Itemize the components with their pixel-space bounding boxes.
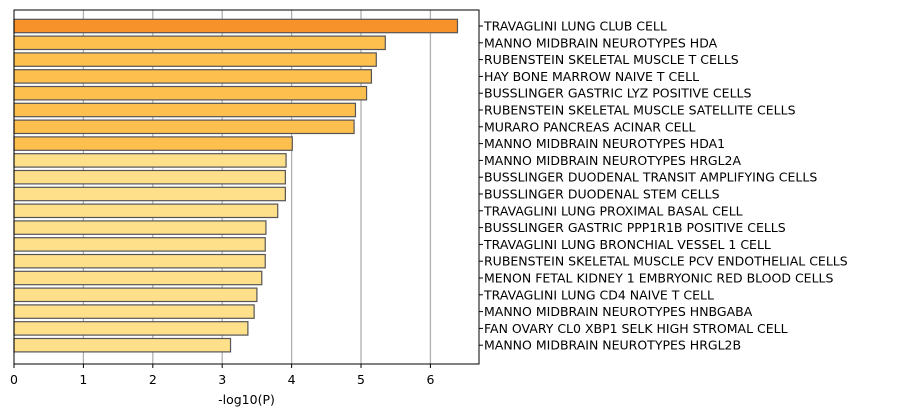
bar xyxy=(13,85,368,101)
category-label: MANNO MIDBRAIN NEUROTYPES HNBGABA xyxy=(484,304,753,319)
category-label: MURARO PANCREAS ACINAR CELL xyxy=(484,119,695,134)
x-axis-label: -log10(P) xyxy=(218,392,275,407)
category-label: TRAVAGLINI LUNG CLUB CELL xyxy=(483,19,667,34)
bar xyxy=(13,35,386,51)
bar xyxy=(13,203,279,219)
bar xyxy=(13,304,255,319)
category-label: BUSSLINGER GASTRIC PPP1R1B POSITIVE CELL… xyxy=(484,220,786,235)
bar xyxy=(13,270,263,286)
category-label: MANNO MIDBRAIN NEUROTYPES HRGL2B xyxy=(484,338,741,353)
x-axis-ticks: 0 1 2 3 4 5 6 xyxy=(10,364,434,387)
category-label: BUSSLINGER DUODENAL STEM CELLS xyxy=(484,187,720,202)
category-label: MENON FETAL KIDNEY 1 EMBRYONIC RED BLOOD… xyxy=(484,271,834,286)
bar xyxy=(13,169,286,185)
bar xyxy=(13,153,287,168)
bar xyxy=(13,18,459,34)
bar xyxy=(13,220,267,235)
bar xyxy=(13,102,357,118)
category-label: MANNO MIDBRAIN NEUROTYPES HDA xyxy=(484,35,718,50)
category-label: RUBENSTEIN SKELETAL MUSCLE PCV ENDOTHELI… xyxy=(484,254,848,269)
plot-frame xyxy=(13,9,480,365)
bar xyxy=(13,136,293,151)
category-label: BUSSLINGER DUODENAL TRANSIT AMPLIFYING C… xyxy=(484,170,817,185)
bar xyxy=(13,186,286,202)
category-label: FAN OVARY CL0 XBP1 SELK HIGH STROMAL CEL… xyxy=(484,321,788,336)
bar xyxy=(13,119,355,135)
x-tick-label: 4 xyxy=(288,372,296,387)
x-tick-label: 2 xyxy=(149,372,157,387)
category-label: HAY BONE MARROW NAIVE T CELL xyxy=(484,69,699,84)
axes-box xyxy=(13,9,480,365)
x-tick-label: 3 xyxy=(218,372,226,387)
bar xyxy=(13,237,266,252)
category-label: TRAVAGLINI LUNG CD4 NAIVE T CELL xyxy=(483,287,714,302)
bars-group xyxy=(13,18,459,353)
bar xyxy=(13,321,249,336)
category-label: MANNO MIDBRAIN NEUROTYPES HRGL2A xyxy=(484,153,741,168)
x-tick-label: 6 xyxy=(426,372,434,387)
bar xyxy=(13,253,266,269)
x-tick-label: 0 xyxy=(10,372,18,387)
category-label: RUBENSTEIN SKELETAL MUSCLE SATELLITE CEL… xyxy=(484,103,796,118)
bar xyxy=(13,287,258,303)
bar xyxy=(13,337,232,353)
x-tick-label: 5 xyxy=(357,372,365,387)
bar xyxy=(13,52,377,67)
category-label: RUBENSTEIN SKELETAL MUSCLE T CELLS xyxy=(484,52,739,67)
bar xyxy=(13,69,373,84)
category-label: MANNO MIDBRAIN NEUROTYPES HDA1 xyxy=(484,136,725,151)
category-label: TRAVAGLINI LUNG PROXIMAL BASAL CELL xyxy=(483,203,743,218)
x-tick-label: 1 xyxy=(79,372,87,387)
category-label: BUSSLINGER GASTRIC LYZ POSITIVE CELLS xyxy=(484,86,751,101)
category-label: TRAVAGLINI LUNG BRONCHIAL VESSEL 1 CELL xyxy=(483,237,771,252)
